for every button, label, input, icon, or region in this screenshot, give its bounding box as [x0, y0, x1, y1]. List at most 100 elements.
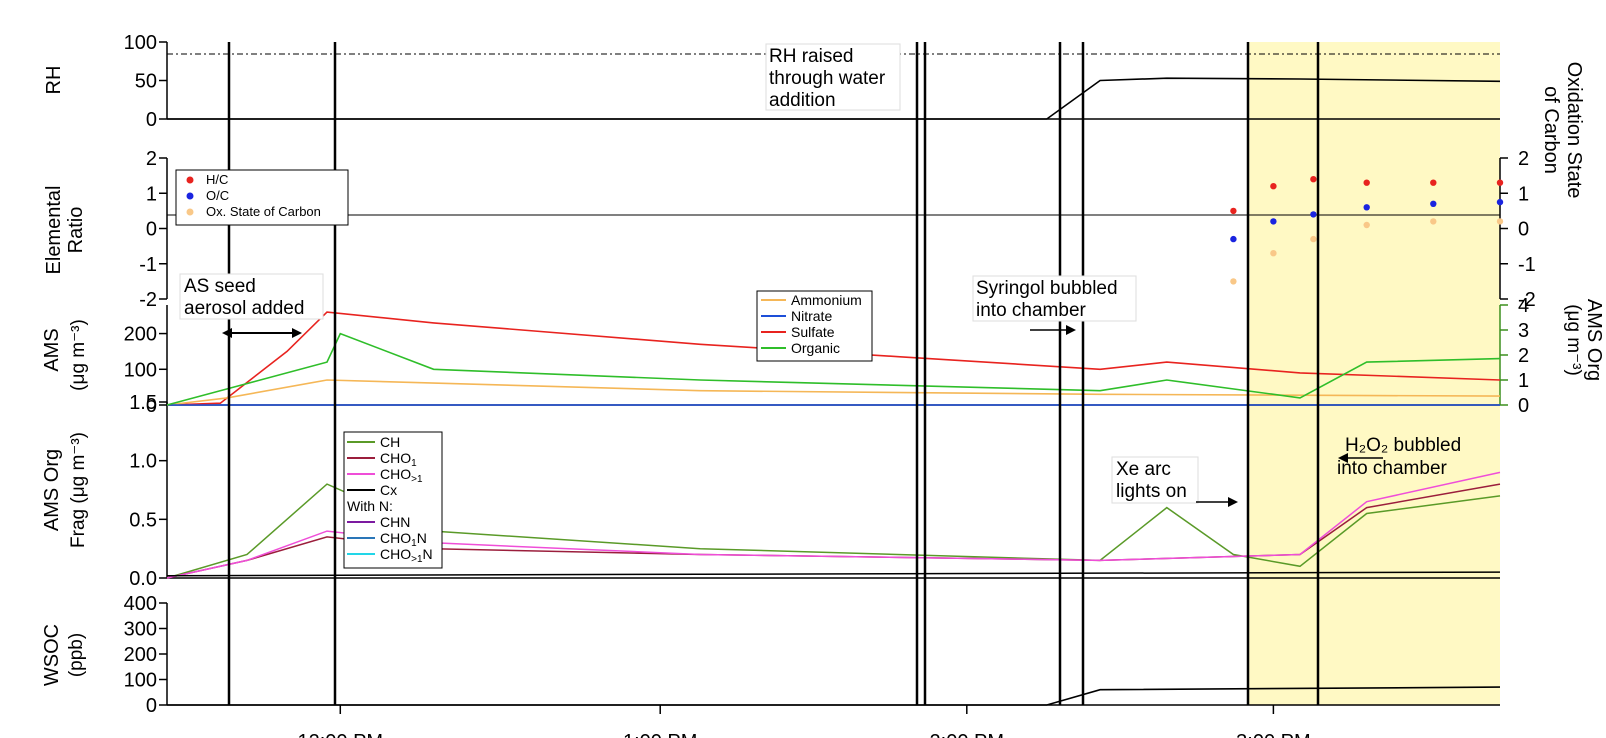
ytick-label: 50	[135, 71, 157, 93]
ytick-label: 300	[124, 619, 157, 641]
scatter-point	[1363, 221, 1370, 229]
ytick-label: 0	[146, 695, 157, 717]
right-ytick-label: 4	[1518, 295, 1529, 317]
scatter-point	[1496, 218, 1504, 225]
scatter-point	[1310, 235, 1317, 243]
ytick-label: 100	[124, 32, 157, 54]
ams-ylabel-2: (μg m⁻³)	[68, 319, 89, 391]
ams-right-ylabel-2: (μg m⁻³)	[1563, 304, 1584, 376]
annotation-text: into chamber	[1337, 458, 1448, 479]
ams-ylabel-1: AMS	[41, 328, 63, 371]
xtick-label: 12:00 PM	[297, 731, 383, 738]
series-line	[166, 379, 1501, 406]
ytick-label: 0	[146, 219, 157, 241]
syringol-annotation: Syringol bubbled into chamber	[972, 275, 1137, 335]
scatter-point	[1270, 218, 1277, 225]
legend-marker	[186, 176, 194, 184]
annotation-text: into chamber	[976, 300, 1087, 321]
series-line	[166, 471, 1501, 579]
panel-amsfrag: 0.0 0.5 1.0 1.5 AMS Org Frag (μg m⁻³)	[41, 392, 1500, 590]
legend-label: Organic	[791, 340, 840, 356]
ytick-label: 100	[124, 359, 157, 381]
legend-label: Nitrate	[791, 308, 832, 324]
ytick-label: -1	[139, 254, 157, 276]
ytick-label: 200	[124, 324, 157, 346]
legend-label: CHN	[380, 514, 410, 530]
right-ytick-label: 2	[1518, 345, 1529, 367]
series-line	[167, 686, 1501, 706]
annotation-text: lights on	[1116, 481, 1187, 502]
ams-right-ylabel-1: AMS Org	[1583, 299, 1605, 381]
legend-label: O/C	[206, 188, 229, 203]
ytick-label: 0	[146, 109, 157, 131]
scatter-point	[1430, 218, 1437, 225]
rh-ylabel: RH	[43, 66, 65, 95]
legend-label: H/C	[206, 172, 228, 187]
xtick-label: 3:00 PM	[1236, 731, 1310, 738]
rh-annotation: RH raised through water addition	[765, 43, 901, 111]
legend-label: Cx	[380, 482, 397, 498]
annotation-text: AS seed	[184, 276, 256, 297]
h2o2-annotation: H₂O₂ bubbled into chamber	[1337, 435, 1461, 479]
ytick-label: 100	[124, 670, 157, 692]
legend-label: Ammonium	[791, 292, 862, 308]
legend-label: CH	[380, 434, 400, 450]
annotation-text: through water	[769, 68, 886, 89]
legend-label: CHO1	[380, 450, 417, 469]
ytick-label: 200	[124, 644, 157, 666]
right-ytick-label: -2	[1518, 289, 1536, 311]
elemental-ylabel-1: Elemental	[43, 186, 65, 275]
scatter-point	[1430, 200, 1437, 207]
right-ytick-label: -1	[1518, 254, 1536, 276]
legend-label: CHO>1	[380, 466, 423, 485]
elemental-legend: H/C O/C Ox. State of Carbon	[175, 169, 349, 226]
series-line	[166, 332, 1501, 406]
legend-label: CHO1N	[380, 530, 427, 549]
frag-ylabel-1: AMS Org	[41, 449, 63, 531]
right-ytick-label: 3	[1518, 320, 1529, 342]
scatter-point	[1363, 204, 1370, 211]
series-line	[166, 311, 1501, 406]
ytick-label: 0.5	[129, 509, 157, 531]
ams-legend: Ammonium Nitrate Sulfate Organic	[756, 290, 873, 362]
right-ytick-label: 0	[1518, 219, 1529, 241]
as-seed-annotation: AS seed aerosol added	[179, 273, 324, 338]
scatter-point	[1363, 179, 1370, 186]
lights-on-region	[1248, 42, 1500, 705]
wsoc-ylabel-2: (ppb)	[66, 633, 87, 677]
scatter-point	[1310, 176, 1317, 183]
frag-ylabel-2: Frag (μg m⁻³)	[68, 432, 89, 548]
legend-label: CHO>1N	[380, 546, 433, 565]
elemental-right-ylabel-2: of Carbon	[1540, 86, 1562, 174]
scatter-point	[1430, 179, 1437, 186]
legend-marker	[186, 208, 194, 216]
frag-legend: CH CHO1 CHO>1 Cx With N: CHN CHO1N CHO>1…	[343, 431, 443, 569]
elemental-ylabel-2: Ratio	[65, 207, 87, 254]
scatter-point	[1310, 211, 1317, 218]
ytick-label: 1	[146, 183, 157, 205]
annotation-text: H₂O₂ bubbled	[1345, 435, 1461, 456]
scatter-point	[1230, 207, 1237, 215]
legend-marker	[186, 192, 194, 200]
scatter-point	[1496, 198, 1504, 206]
xtick-label: 2:00 PM	[930, 731, 1004, 738]
series-line	[167, 77, 1501, 120]
xtick-label: 1:00 PM	[623, 731, 697, 738]
right-ytick-label: 0	[1518, 395, 1529, 417]
annotation-text: aerosol added	[184, 298, 304, 319]
annotation-text: addition	[769, 90, 836, 111]
right-ytick-label: 1	[1518, 183, 1529, 205]
scatter-point	[1230, 278, 1237, 285]
scatter-point	[1270, 183, 1277, 190]
scatter-point	[1230, 235, 1237, 243]
elemental-right-ylabel-1: Oxidation State	[1563, 62, 1585, 199]
scatter-point	[1270, 250, 1277, 257]
legend-label: Sulfate	[791, 324, 835, 340]
series-line	[166, 571, 1501, 577]
wsoc-ylabel-1: WSOC	[41, 624, 63, 686]
ytick-label: 0	[146, 395, 157, 417]
ytick-label: 1.5	[129, 392, 157, 414]
right-ytick-label: 1	[1518, 370, 1529, 392]
